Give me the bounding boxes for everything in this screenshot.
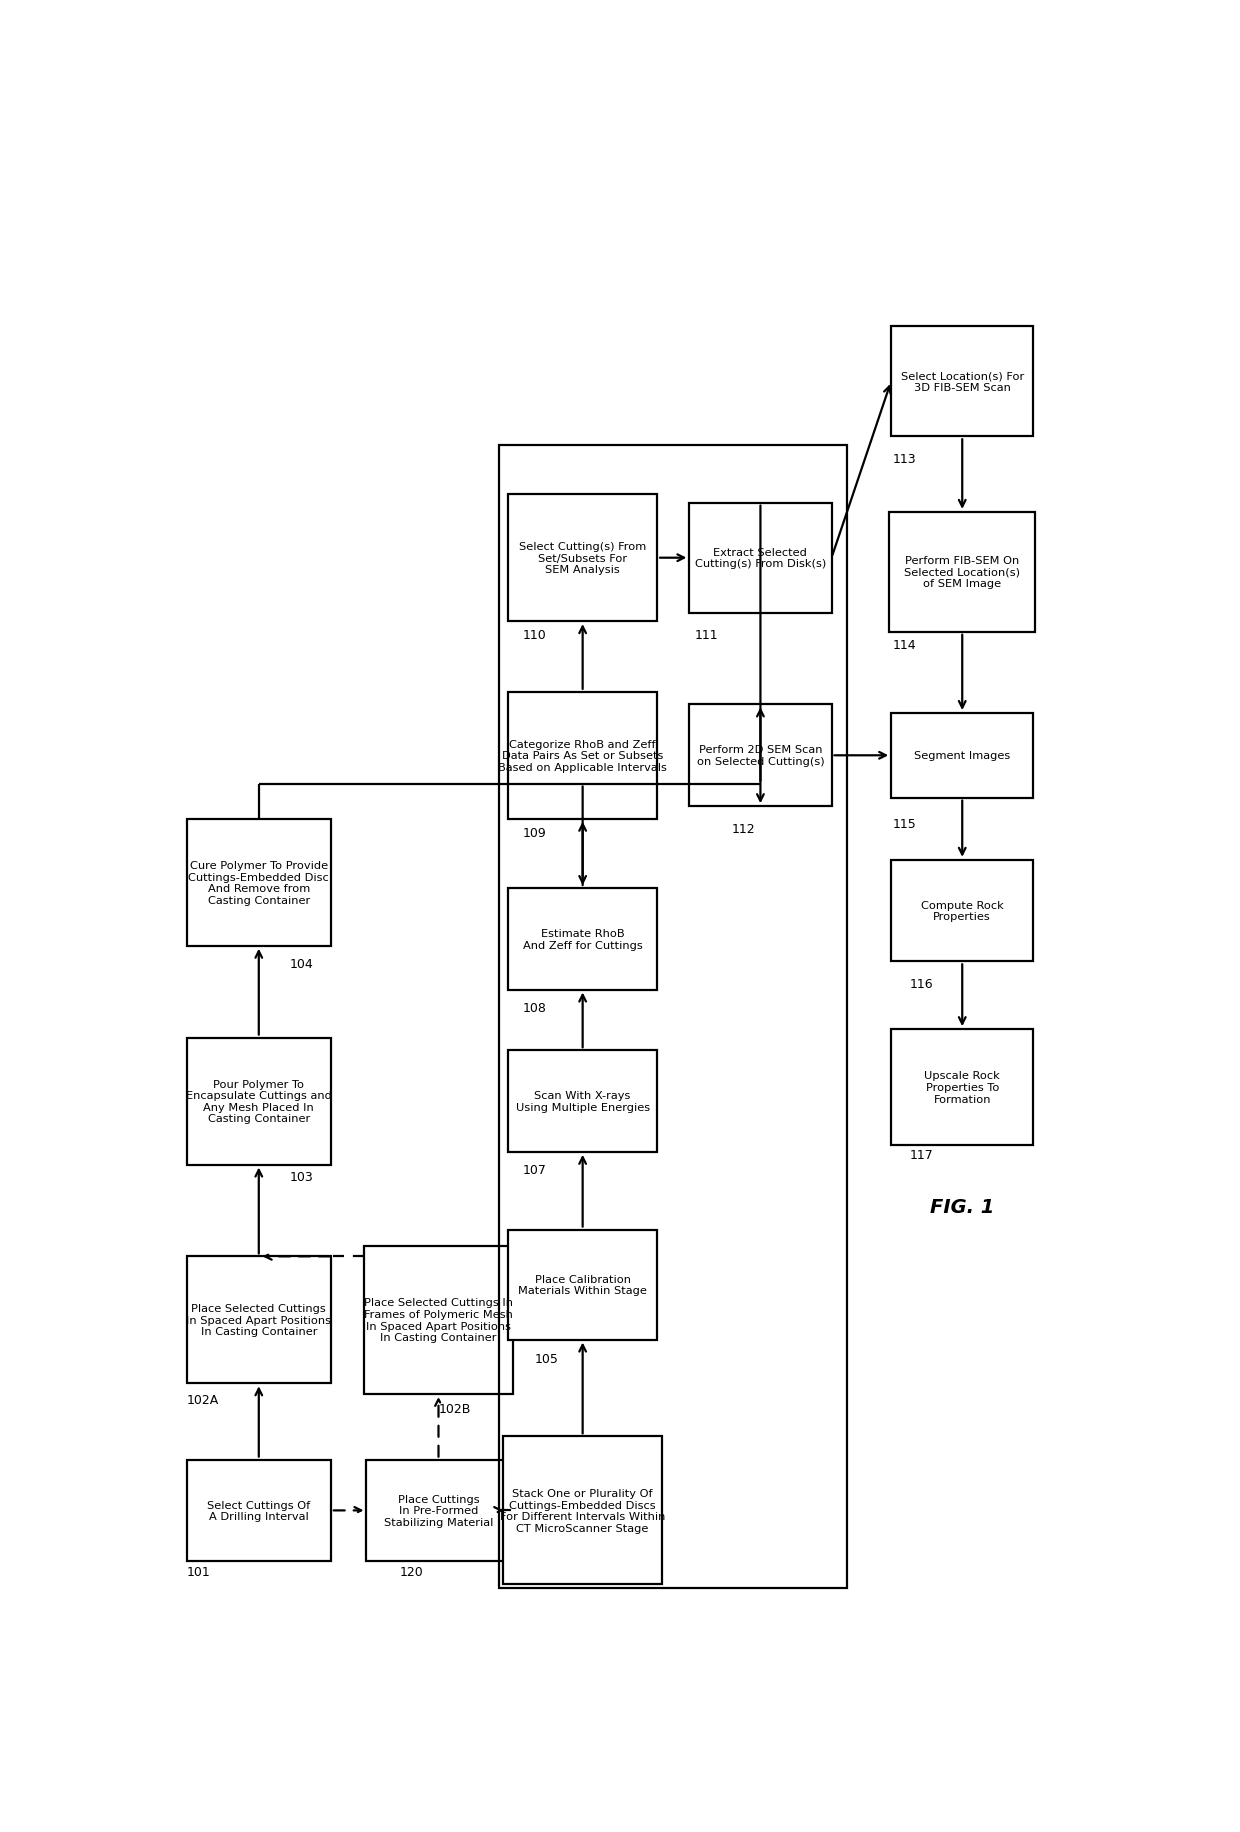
FancyBboxPatch shape <box>367 1460 511 1561</box>
Text: 105: 105 <box>534 1352 558 1365</box>
FancyBboxPatch shape <box>187 819 331 947</box>
FancyBboxPatch shape <box>508 495 657 621</box>
Text: 113: 113 <box>893 453 916 465</box>
Text: Place Cuttings
In Pre-Formed
Stabilizing Material: Place Cuttings In Pre-Formed Stabilizing… <box>384 1493 494 1528</box>
Text: 102A: 102A <box>187 1394 219 1407</box>
Text: Select Cutting(s) From
Set/Subsets For
SEM Analysis: Select Cutting(s) From Set/Subsets For S… <box>520 542 646 575</box>
Text: 117: 117 <box>909 1149 934 1161</box>
Text: 110: 110 <box>523 628 547 641</box>
Text: 109: 109 <box>523 826 547 839</box>
Text: 102B: 102B <box>439 1401 471 1414</box>
FancyBboxPatch shape <box>889 513 1035 632</box>
Text: FIG. 1: FIG. 1 <box>930 1198 994 1216</box>
FancyBboxPatch shape <box>689 504 832 614</box>
FancyBboxPatch shape <box>187 1257 331 1383</box>
Text: Select Cuttings Of
A Drilling Interval: Select Cuttings Of A Drilling Interval <box>207 1500 310 1521</box>
Text: Perform 2D SEM Scan
on Selected Cutting(s): Perform 2D SEM Scan on Selected Cutting(… <box>697 746 825 766</box>
Text: 112: 112 <box>732 823 755 835</box>
Text: 114: 114 <box>893 639 916 652</box>
Text: Segment Images: Segment Images <box>914 751 1011 760</box>
FancyBboxPatch shape <box>892 328 1033 438</box>
Text: 107: 107 <box>523 1163 547 1176</box>
FancyBboxPatch shape <box>187 1460 331 1561</box>
Text: 108: 108 <box>523 1002 547 1015</box>
Text: 104: 104 <box>290 958 314 971</box>
Text: Cure Polymer To Provide
Cuttings-Embedded Disc
And Remove from
Casting Container: Cure Polymer To Provide Cuttings-Embedde… <box>188 861 329 905</box>
FancyBboxPatch shape <box>508 889 657 989</box>
FancyBboxPatch shape <box>892 714 1033 799</box>
Text: Scan With X-rays
Using Multiple Energies: Scan With X-rays Using Multiple Energies <box>516 1090 650 1112</box>
Text: Select Location(s) For
3D FIB-SEM Scan: Select Location(s) For 3D FIB-SEM Scan <box>900 372 1024 392</box>
FancyBboxPatch shape <box>892 861 1033 962</box>
FancyBboxPatch shape <box>365 1246 513 1394</box>
Text: 120: 120 <box>401 1566 424 1579</box>
Text: 103: 103 <box>290 1171 314 1183</box>
Text: 116: 116 <box>909 976 932 991</box>
FancyBboxPatch shape <box>508 1229 657 1339</box>
Text: 111: 111 <box>696 628 719 641</box>
FancyBboxPatch shape <box>187 1039 331 1165</box>
FancyBboxPatch shape <box>892 1030 1033 1145</box>
Text: Place Calibration
Materials Within Stage: Place Calibration Materials Within Stage <box>518 1273 647 1295</box>
Text: Compute Rock
Properties: Compute Rock Properties <box>921 900 1003 921</box>
Text: Pour Polymer To
Encapsulate Cuttings and
Any Mesh Placed In
Casting Container: Pour Polymer To Encapsulate Cuttings and… <box>186 1079 332 1123</box>
FancyBboxPatch shape <box>689 705 832 806</box>
Text: Estimate RhoB
And Zeff for Cuttings: Estimate RhoB And Zeff for Cuttings <box>523 929 642 951</box>
Text: Extract Selected
Cutting(s) From Disk(s): Extract Selected Cutting(s) From Disk(s) <box>694 548 826 570</box>
Text: Place Selected Cuttings In
Frames of Polymeric Mesh
In Spaced Apart Positions
In: Place Selected Cuttings In Frames of Pol… <box>365 1297 513 1343</box>
Text: Stack One or Plurality Of
Cuttings-Embedded Discs
For Different Intervals Within: Stack One or Plurality Of Cuttings-Embed… <box>500 1488 666 1533</box>
FancyBboxPatch shape <box>508 1052 657 1152</box>
Text: Upscale Rock
Properties To
Formation: Upscale Rock Properties To Formation <box>924 1070 1001 1105</box>
Text: Perform FIB-SEM On
Selected Location(s)
of SEM Image: Perform FIB-SEM On Selected Location(s) … <box>904 555 1021 590</box>
Text: 101: 101 <box>187 1566 211 1579</box>
FancyBboxPatch shape <box>503 1436 662 1585</box>
Text: 115: 115 <box>893 817 916 832</box>
Text: Categorize RhoB and Zeff
Data Pairs As Set or Subsets
Based on Applicable Interv: Categorize RhoB and Zeff Data Pairs As S… <box>498 740 667 773</box>
Text: Place Selected Cuttings
In Spaced Apart Positions
In Casting Container: Place Selected Cuttings In Spaced Apart … <box>186 1304 331 1337</box>
FancyBboxPatch shape <box>508 692 657 819</box>
